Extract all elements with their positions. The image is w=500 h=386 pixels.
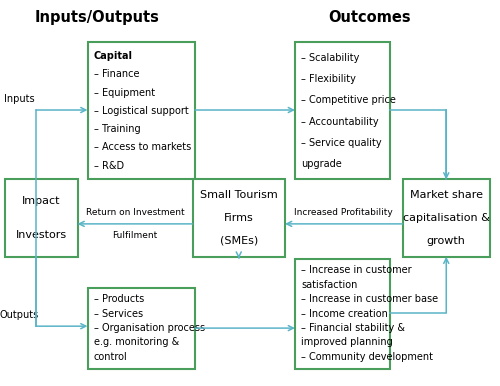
Text: Investors: Investors (16, 230, 67, 240)
Text: Outcomes: Outcomes (328, 10, 411, 25)
Text: growth: growth (427, 236, 466, 246)
Text: – Finance: – Finance (94, 69, 139, 80)
Text: – Training: – Training (94, 124, 140, 134)
Text: – Equipment: – Equipment (94, 88, 154, 98)
Text: Market share: Market share (410, 190, 483, 200)
Text: capitalisation &: capitalisation & (403, 213, 490, 223)
Text: Inputs: Inputs (4, 94, 34, 104)
Text: Outputs: Outputs (0, 310, 38, 320)
Text: Inputs/Outputs: Inputs/Outputs (35, 10, 160, 25)
Text: – Accountability: – Accountability (301, 117, 378, 127)
Text: – R&D: – R&D (94, 161, 124, 171)
Text: Firms: Firms (224, 213, 254, 223)
FancyBboxPatch shape (88, 288, 195, 369)
FancyBboxPatch shape (192, 179, 285, 257)
Text: (SMEs): (SMEs) (220, 236, 258, 246)
Text: improved planning: improved planning (301, 337, 393, 347)
Text: – Products: – Products (94, 295, 144, 305)
FancyBboxPatch shape (402, 179, 490, 257)
Text: – Income creation: – Income creation (301, 309, 388, 318)
Text: satisfaction: satisfaction (301, 280, 358, 290)
Text: – Organisation process: – Organisation process (94, 323, 204, 333)
Text: Increased Profitability: Increased Profitability (294, 208, 393, 217)
Text: – Financial stability &: – Financial stability & (301, 323, 405, 333)
FancyBboxPatch shape (295, 259, 390, 369)
Text: – Community development: – Community development (301, 352, 433, 362)
Text: – Increase in customer base: – Increase in customer base (301, 294, 438, 304)
Text: upgrade: upgrade (301, 159, 342, 169)
Text: Capital: Capital (94, 51, 132, 61)
Text: Small Tourism: Small Tourism (200, 190, 278, 200)
Text: – Scalability: – Scalability (301, 53, 360, 63)
Text: – Service quality: – Service quality (301, 138, 382, 148)
FancyBboxPatch shape (5, 179, 78, 257)
Text: – Competitive price: – Competitive price (301, 95, 396, 105)
Text: e.g. monitoring &: e.g. monitoring & (94, 337, 179, 347)
Text: – Access to markets: – Access to markets (94, 142, 191, 152)
Text: – Logistical support: – Logistical support (94, 106, 188, 116)
Text: Impact: Impact (22, 196, 60, 206)
Text: Fulfilment: Fulfilment (112, 231, 158, 240)
FancyBboxPatch shape (295, 42, 390, 179)
FancyBboxPatch shape (88, 42, 195, 179)
Text: control: control (94, 352, 127, 362)
Text: – Services: – Services (94, 309, 142, 319)
Text: Return on Investment: Return on Investment (86, 208, 184, 217)
Text: – Increase in customer: – Increase in customer (301, 266, 412, 276)
Text: – Flexibility: – Flexibility (301, 74, 356, 84)
